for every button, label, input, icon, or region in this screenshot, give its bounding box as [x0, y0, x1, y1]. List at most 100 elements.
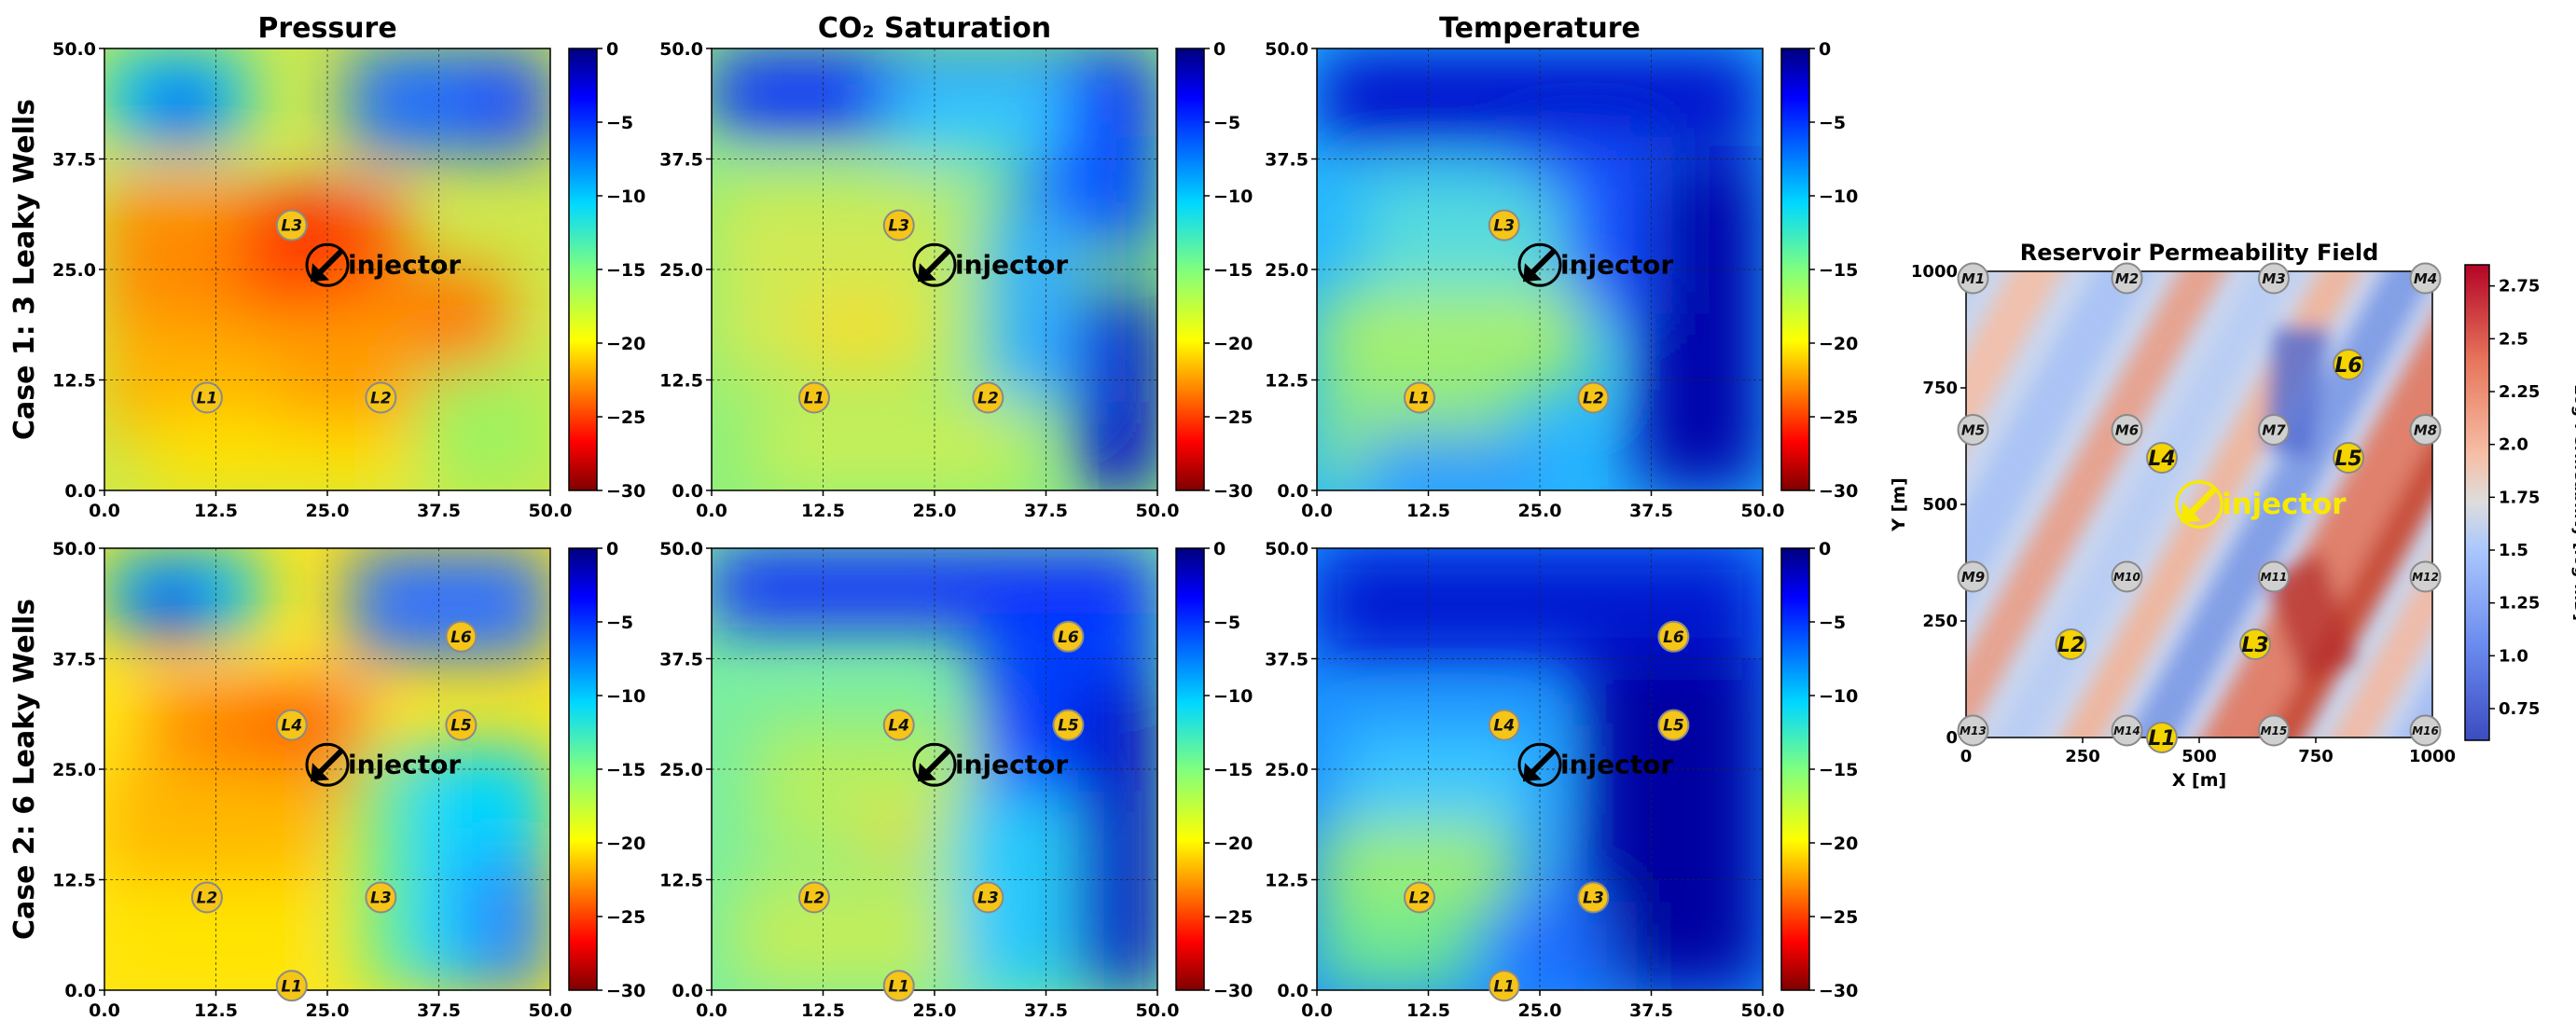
permeability-colorbar-tick: 2.5 — [2499, 329, 2528, 349]
case2-pressure-colorbar-tick: −25 — [606, 907, 645, 928]
case2-pressure-colorbar-tick: −20 — [606, 834, 645, 854]
permeability-xtick: 500 — [2181, 747, 2217, 766]
case2-pressure-well-l6 — [445, 620, 478, 653]
case2-saturation-ytick: 25.0 — [659, 760, 703, 780]
case1-saturation-colorbar-tick: −30 — [1213, 481, 1253, 502]
permeability-well-m16 — [2409, 714, 2442, 747]
permeability-well-m10 — [2111, 560, 2143, 593]
case1-temperature-colorbar-tick: −5 — [1819, 113, 1846, 133]
case1-temperature-injector-marker — [1517, 242, 1562, 287]
case1-temperature-colorbar-tick: −30 — [1819, 481, 1858, 502]
case2-saturation-colorbar — [1175, 547, 1205, 991]
case2-pressure-xtick: 25.0 — [306, 1000, 350, 1021]
case2-pressure-well-label-l2: L2 — [197, 889, 218, 908]
case2-temperature-colorbar — [1780, 547, 1810, 991]
case1-pressure-ytick: 50.0 — [52, 39, 96, 60]
case1-temperature-ytick: 0.0 — [1277, 481, 1309, 502]
case1-saturation-ytick: 12.5 — [659, 371, 703, 392]
permeability-well-m8 — [2409, 414, 2442, 446]
case1-pressure-xtick: 12.5 — [194, 501, 238, 521]
case2-pressure-colorbar-tick: −30 — [606, 981, 645, 1001]
case1-temperature-colorbar-tick: −20 — [1819, 334, 1858, 354]
case2-saturation-well-l5 — [1052, 709, 1085, 741]
case2-pressure-well-l1 — [275, 970, 308, 1002]
case2-pressure-colorbar-tick: 0 — [606, 539, 618, 559]
case2-temperature-colorbar-tick: −25 — [1819, 907, 1858, 928]
permeability-xlabel: X [m] — [2172, 770, 2226, 791]
case1-pressure-injector-label: injector — [348, 249, 461, 280]
case2-pressure-well-l5 — [445, 709, 478, 741]
case2-pressure-well-l4 — [275, 709, 308, 741]
case2-temperature-well-label-l6: L6 — [1663, 628, 1684, 647]
case1-temperature-ytick: 50.0 — [1265, 39, 1309, 60]
case2-pressure-injector-arrow-shaft — [315, 749, 343, 778]
case2-pressure-well-label-l6: L6 — [450, 628, 472, 647]
case2-temperature-injector-arrow-shaft — [1528, 749, 1556, 778]
permeability-well-l6 — [2333, 349, 2364, 380]
permeability-well-m12 — [2409, 560, 2442, 593]
case1-saturation-colorbar — [1175, 48, 1205, 491]
case1-saturation-xtick: 50.0 — [1136, 501, 1180, 521]
permeability-well-m13 — [1957, 714, 1989, 747]
case2-temperature-xtick: 12.5 — [1406, 1000, 1450, 1021]
case1-pressure-xtick: 0.0 — [89, 501, 120, 521]
case1-temperature-well-l2 — [1577, 381, 1610, 414]
case1-temperature-colorbar-tick: −25 — [1819, 407, 1858, 428]
case1-saturation-injector-marker — [912, 242, 957, 287]
permeability-ylabel: Y [m] — [1889, 477, 1909, 532]
case2-pressure-injector-arrow-head — [311, 763, 329, 782]
permeability-ytick: 250 — [1922, 612, 1958, 631]
case2-saturation-colorbar-tick: 0 — [1213, 539, 1226, 559]
case1-pressure-colorbar-tick: −20 — [606, 334, 645, 354]
case2-pressure-well-l2 — [190, 881, 223, 914]
case1-temperature-ytick: 37.5 — [1265, 150, 1309, 171]
case2-saturation-well-label-l2: L2 — [804, 889, 825, 908]
case1-saturation-well-label-l3: L3 — [888, 217, 909, 236]
permeability-well-label-m14: M14 — [2113, 724, 2140, 738]
case1-temperature-xtick: 0.0 — [1301, 501, 1333, 521]
case1-pressure-injector-arrow-head — [311, 263, 329, 283]
case2-temperature-well-label-l3: L3 — [1583, 889, 1604, 908]
case2-temperature-injector-marker — [1517, 742, 1562, 787]
case1-temperature-well-l3 — [1488, 209, 1520, 241]
permeability-ytick: 0 — [1946, 728, 1958, 748]
permeability-colorbar-tick: 1.0 — [2499, 646, 2528, 666]
case2-pressure-xtick: 50.0 — [529, 1000, 573, 1021]
permeability-injector-marker — [2175, 480, 2223, 529]
permeability-well-label-m1: M1 — [1961, 270, 1985, 287]
case1-temperature-well-label-l3: L3 — [1493, 217, 1515, 236]
case1-saturation-well-label-l1: L1 — [804, 390, 825, 408]
permeability-colorbar-tick: 1.5 — [2499, 541, 2528, 560]
permeability-well-m15 — [2258, 714, 2290, 747]
case1-temperature-injector-label: injector — [1560, 249, 1673, 280]
case2-saturation-well-l6 — [1052, 620, 1085, 653]
case2-temperature-colorbar-tick: −20 — [1819, 834, 1858, 854]
case2-saturation-well-label-l4: L4 — [888, 717, 909, 736]
case2-pressure-well-label-l5: L5 — [450, 717, 472, 736]
permeability-well-label-l2: L2 — [2057, 634, 2084, 657]
permeability-field — [1966, 271, 2432, 738]
case2-temperature-colorbar-tick: −30 — [1819, 981, 1858, 1001]
case2-temperature-panel: 0.0 12.5 25.0 37.5 50.0 0.0 12.5 25.0 37.5 50.0 L1… — [1265, 539, 1858, 1021]
case2-temperature-well-l6 — [1657, 620, 1690, 653]
case1-pressure-injector-arrow-shaft — [315, 249, 343, 278]
permeability-well-label-m12: M12 — [2412, 571, 2439, 584]
case2-temperature-ytick: 12.5 — [1265, 871, 1309, 891]
case2-temperature-ytick: 37.5 — [1265, 650, 1309, 670]
case1-temperature-xtick: 50.0 — [1741, 501, 1785, 521]
case2-saturation-xtick: 50.0 — [1136, 1000, 1180, 1021]
permeability-well-label-l3: L3 — [2241, 634, 2268, 657]
case1-pressure-injector-marker — [305, 242, 350, 287]
case1-temperature-ytick: 25.0 — [1265, 260, 1309, 281]
permeability-well-m3 — [2258, 262, 2290, 295]
case2-saturation-colorbar-tick: −30 — [1213, 981, 1253, 1001]
case1-saturation-ytick: 50.0 — [659, 39, 703, 60]
case2-pressure-ytick: 25.0 — [52, 760, 96, 780]
case2-temperature-ytick: 50.0 — [1265, 539, 1309, 559]
permeability-colorbar-tick: 0.75 — [2499, 699, 2540, 719]
case1-saturation-grid — [712, 48, 1157, 490]
case1-pressure-colorbar-tick: −15 — [606, 260, 645, 281]
case2-saturation-ytick: 0.0 — [672, 981, 703, 1001]
case1-pressure-ytick: 0.0 — [64, 481, 96, 502]
permeability-ytick: 750 — [1922, 379, 1958, 398]
